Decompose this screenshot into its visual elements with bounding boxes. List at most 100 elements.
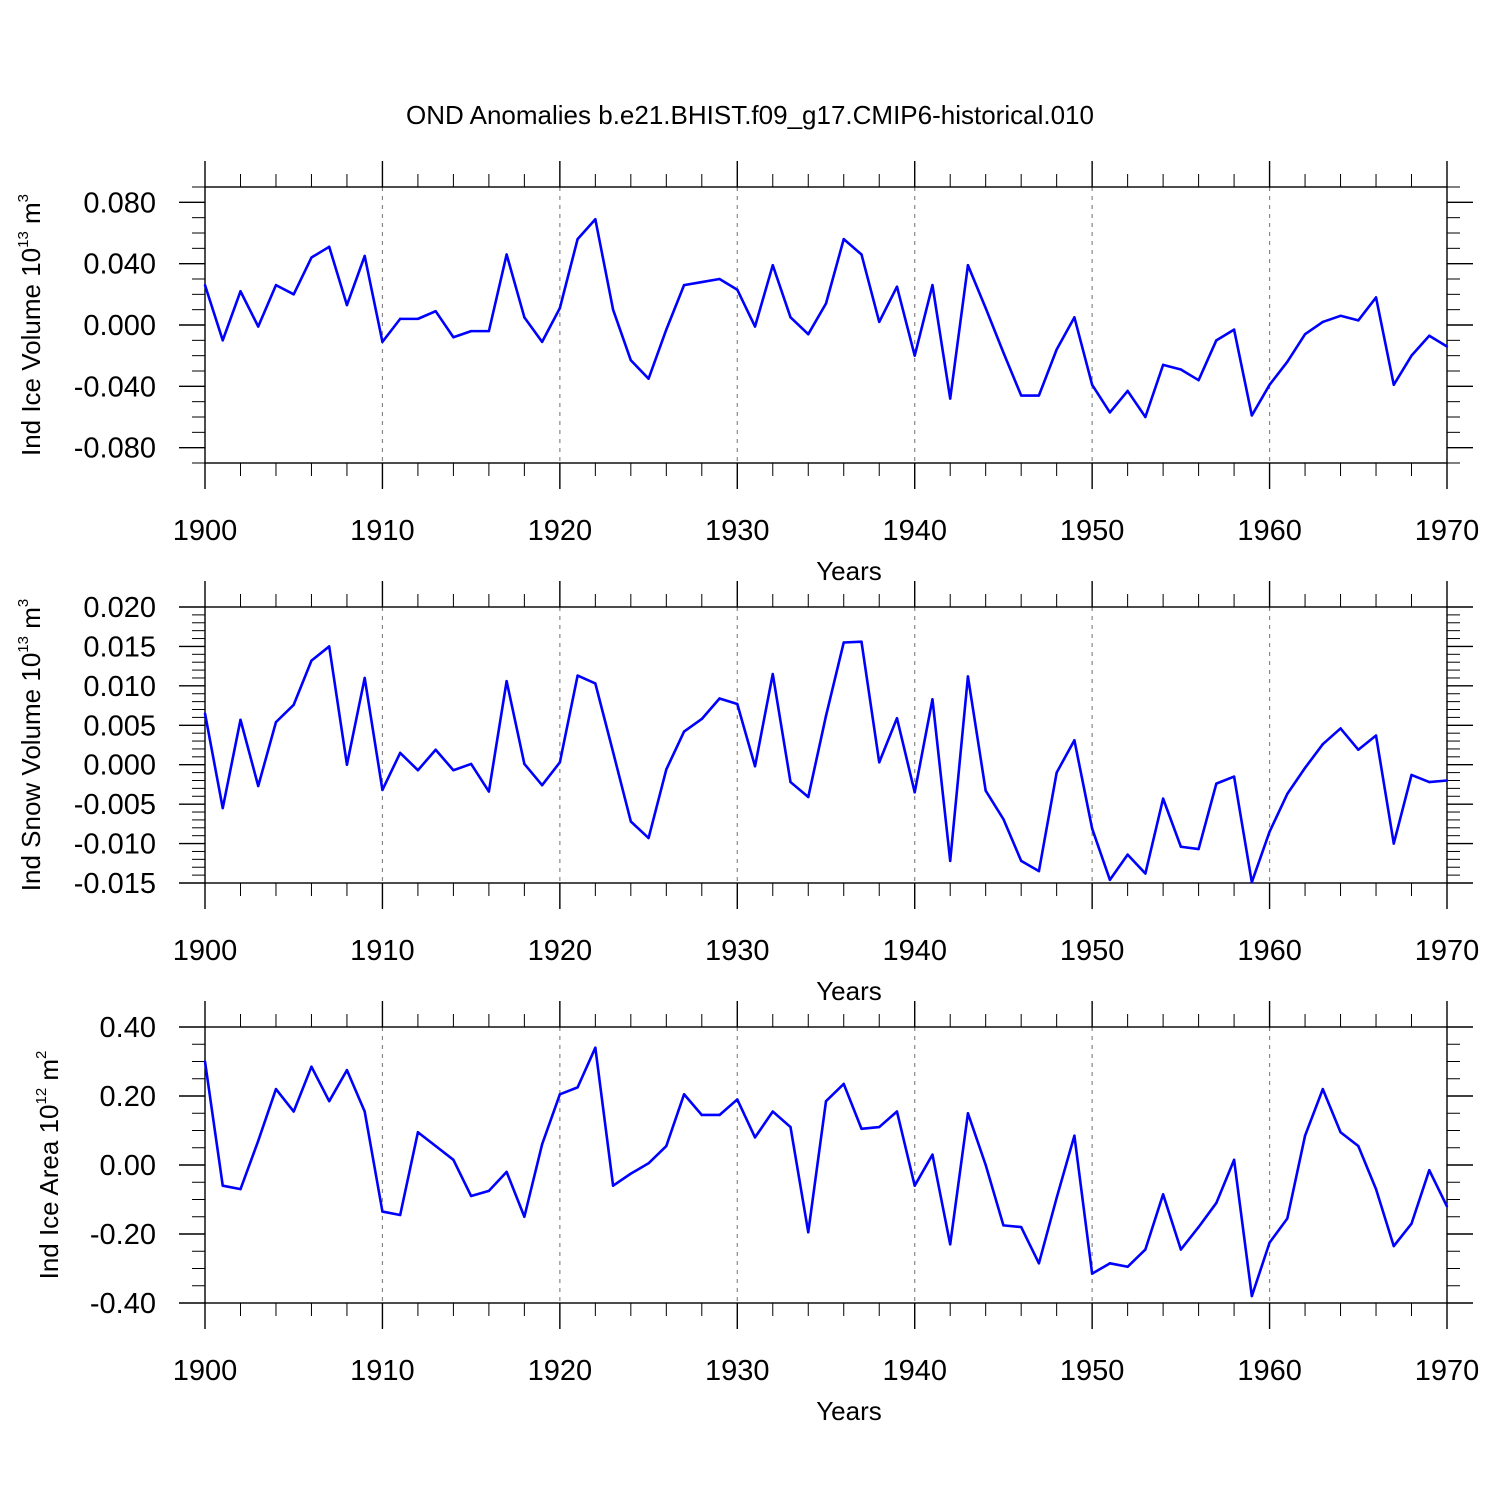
data-point — [576, 1086, 579, 1089]
data-point — [1019, 394, 1023, 397]
data-point — [1268, 830, 1271, 833]
data-point — [949, 859, 952, 863]
data-point — [540, 784, 544, 787]
data-point — [558, 761, 562, 764]
data-point — [736, 288, 739, 291]
data-point — [1055, 771, 1058, 774]
data-point — [1197, 379, 1200, 382]
data-point — [1090, 827, 1094, 830]
data-point — [1090, 1272, 1094, 1275]
data-point — [469, 1194, 473, 1198]
y-tick-label: 0.00 — [100, 1150, 156, 1182]
data-point — [1339, 727, 1342, 730]
data-point — [913, 354, 916, 357]
data-point — [310, 256, 313, 259]
data-point — [665, 328, 668, 331]
x-tick-label: 1940 — [882, 1355, 947, 1387]
data-point — [257, 325, 260, 328]
data-point — [700, 1113, 703, 1117]
data-point — [807, 333, 810, 336]
data-point — [1232, 1158, 1236, 1162]
data-point — [718, 697, 721, 700]
data-point — [363, 676, 366, 680]
data-point — [1286, 792, 1289, 796]
data-point — [1055, 1196, 1058, 1199]
data-point — [931, 698, 934, 701]
data-point — [1197, 1225, 1200, 1229]
data-point — [221, 1184, 224, 1187]
data-point — [540, 340, 544, 344]
y-tick-label: 0.015 — [83, 631, 156, 663]
data-point — [878, 761, 881, 764]
data-point — [1002, 1224, 1005, 1227]
data-point — [984, 1163, 987, 1167]
x-axis-title: Years — [816, 556, 882, 586]
data-point — [629, 359, 633, 362]
data-point — [1108, 411, 1112, 414]
y-tick-label: 0.005 — [83, 710, 156, 742]
data-point — [239, 1187, 242, 1191]
data-point — [1410, 354, 1413, 357]
data-point — [860, 253, 863, 256]
data-point — [1303, 1134, 1307, 1137]
plot-frame — [204, 1026, 1448, 1304]
data-point — [807, 795, 810, 799]
data-point — [1161, 363, 1165, 367]
series-line — [203, 640, 1448, 884]
data-point — [984, 306, 987, 310]
data-point — [1144, 1248, 1147, 1251]
data-point — [594, 1046, 597, 1049]
data-point — [1161, 1193, 1165, 1196]
data-point — [257, 784, 260, 788]
data-point — [328, 1099, 331, 1103]
data-point — [682, 730, 686, 733]
y-tick-label: 0.020 — [83, 592, 156, 624]
y-tick-label: 0.080 — [83, 187, 156, 219]
y-tick-label: 0.000 — [83, 750, 156, 782]
data-point — [824, 302, 828, 305]
x-tick-label: 1960 — [1237, 1355, 1302, 1387]
data-point — [416, 317, 420, 321]
data-point — [523, 762, 526, 766]
data-point — [949, 1243, 952, 1246]
data-point — [682, 283, 686, 287]
x-tick-label: 1930 — [705, 935, 770, 967]
data-point — [576, 674, 579, 677]
y-tick-label: 0.20 — [100, 1081, 156, 1113]
data-point — [203, 1060, 207, 1063]
data-point — [753, 765, 757, 768]
y-tick-label: 0.000 — [83, 310, 156, 342]
data-point — [381, 1210, 384, 1213]
y-tick-label: 0.010 — [83, 671, 156, 703]
x-tick-label: 1970 — [1415, 1355, 1480, 1387]
data-point — [860, 1127, 863, 1130]
data-point — [771, 672, 774, 676]
data-point — [469, 762, 473, 766]
data-point — [487, 1189, 491, 1193]
data-point — [931, 283, 934, 287]
data-point — [1126, 853, 1129, 856]
data-point — [647, 836, 650, 840]
data-point — [736, 702, 739, 706]
data-point — [1179, 845, 1183, 848]
data-point — [381, 340, 384, 344]
data-point — [949, 397, 952, 400]
data-point — [1108, 878, 1112, 882]
data-point — [1445, 345, 1449, 348]
data-point — [842, 641, 845, 644]
data-point — [1250, 881, 1254, 884]
data-point — [966, 675, 970, 678]
data-point — [257, 1139, 260, 1143]
data-point — [824, 1099, 828, 1103]
data-point — [328, 645, 331, 648]
y-tick-label: -0.005 — [74, 789, 156, 821]
data-point — [1215, 782, 1218, 785]
data-point — [718, 1113, 721, 1117]
x-tick-label: 1940 — [882, 515, 947, 547]
data-point — [1286, 1217, 1289, 1220]
data-point — [789, 316, 792, 319]
x-tick-label: 1930 — [705, 515, 770, 547]
data-point — [1126, 1265, 1129, 1268]
data-point — [558, 306, 562, 310]
